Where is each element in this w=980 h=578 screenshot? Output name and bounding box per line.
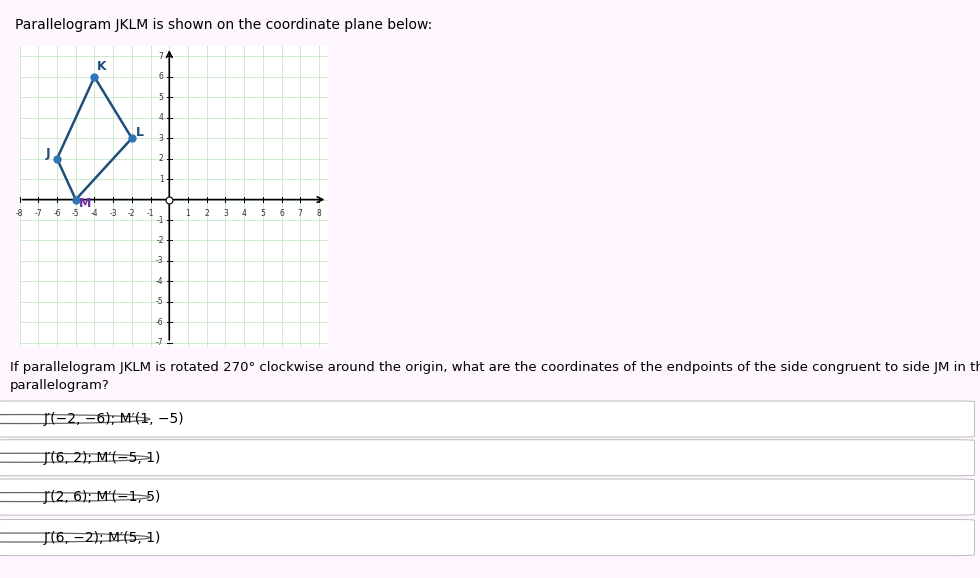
Text: 7: 7 (298, 209, 303, 218)
Text: 4: 4 (159, 113, 164, 123)
Text: J′(−2, −6); M′(1, −5): J′(−2, −6); M′(1, −5) (44, 412, 184, 426)
Text: J′(6, −2); M′(5, 1): J′(6, −2); M′(5, 1) (44, 531, 162, 544)
FancyBboxPatch shape (0, 440, 974, 476)
Text: J: J (46, 147, 50, 160)
Text: -4: -4 (156, 277, 164, 286)
Text: 1: 1 (159, 175, 164, 184)
Text: Parallelogram JKLM is shown on the coordinate plane below:: Parallelogram JKLM is shown on the coord… (15, 18, 432, 32)
Text: -7: -7 (156, 338, 164, 347)
Text: 6: 6 (159, 72, 164, 81)
Text: 3: 3 (223, 209, 227, 218)
Circle shape (0, 453, 150, 462)
Text: -2: -2 (156, 236, 164, 245)
Circle shape (0, 533, 150, 542)
FancyBboxPatch shape (0, 520, 974, 555)
Text: -8: -8 (16, 209, 24, 218)
Text: 5: 5 (261, 209, 266, 218)
Text: 2: 2 (204, 209, 209, 218)
Text: J′(6, 2); M′(−5, 1): J′(6, 2); M′(−5, 1) (44, 451, 162, 465)
Text: -1: -1 (156, 216, 164, 224)
Circle shape (0, 492, 150, 502)
Text: L: L (135, 126, 144, 139)
FancyBboxPatch shape (0, 479, 974, 515)
Text: -2: -2 (128, 209, 135, 218)
Text: -6: -6 (53, 209, 61, 218)
Text: K: K (97, 60, 107, 73)
Text: -3: -3 (156, 257, 164, 265)
Text: 6: 6 (279, 209, 284, 218)
Text: 7: 7 (159, 52, 164, 61)
Text: -3: -3 (110, 209, 117, 218)
Text: 2: 2 (159, 154, 164, 163)
FancyBboxPatch shape (0, 401, 974, 437)
Text: 8: 8 (317, 209, 321, 218)
Text: If parallelogram JKLM is rotated 270° clockwise around the origin, what are the : If parallelogram JKLM is rotated 270° cl… (10, 361, 980, 374)
Circle shape (0, 414, 150, 424)
Text: 1: 1 (185, 209, 190, 218)
Text: -5: -5 (156, 297, 164, 306)
Text: -7: -7 (34, 209, 42, 218)
Text: 5: 5 (159, 93, 164, 102)
Text: -4: -4 (90, 209, 98, 218)
Text: J′(2, 6); M′(−1, 5): J′(2, 6); M′(−1, 5) (44, 490, 162, 504)
Text: 3: 3 (159, 134, 164, 143)
Text: -6: -6 (156, 318, 164, 327)
Text: M: M (78, 197, 91, 210)
Text: 4: 4 (242, 209, 247, 218)
Text: -1: -1 (147, 209, 154, 218)
Text: parallelogram?: parallelogram? (10, 379, 110, 391)
Text: -5: -5 (72, 209, 79, 218)
